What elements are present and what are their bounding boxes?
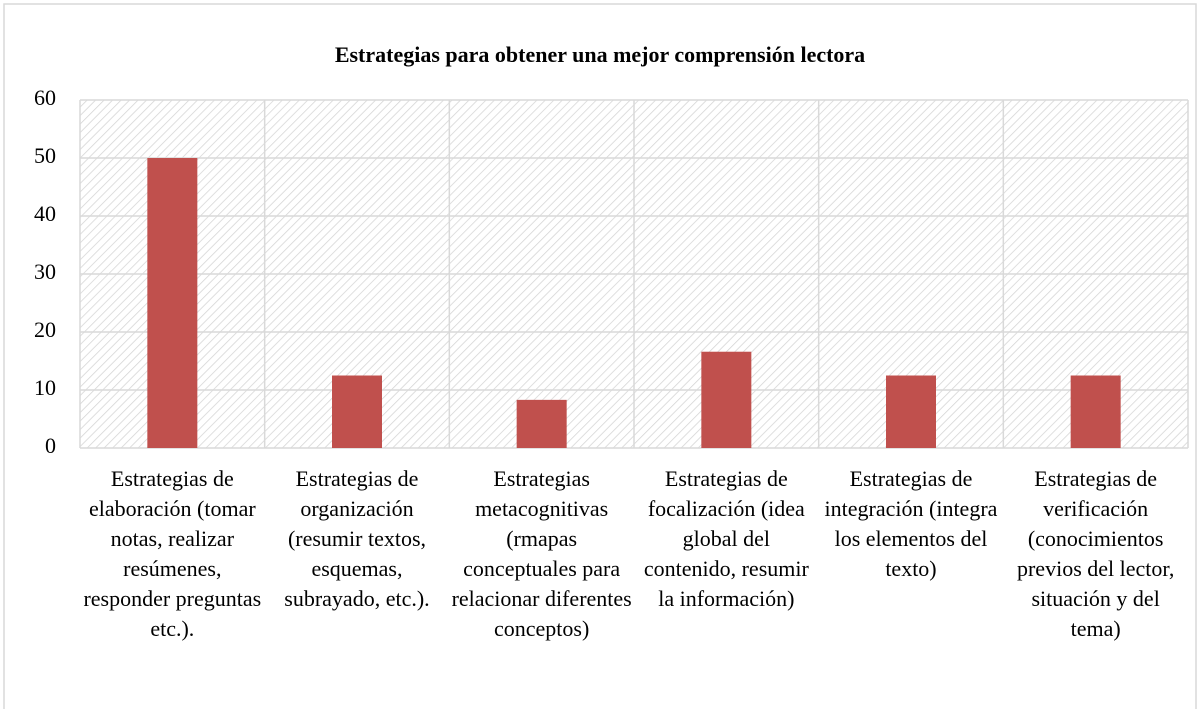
x-tick-label: Estrategias de verificación (conocimient… — [1016, 466, 1175, 641]
bar — [147, 158, 198, 448]
y-tick-label: 50 — [34, 143, 56, 168]
y-tick-label: 10 — [34, 375, 56, 400]
bar — [1070, 375, 1121, 448]
x-tick-label: Estrategias de elaboración (tomar notas,… — [83, 466, 262, 641]
y-tick-label: 60 — [34, 85, 56, 110]
bar — [701, 351, 752, 448]
x-tick-label: Estrategias metacognitivas (rmapas conce… — [451, 466, 632, 641]
x-tick-label: Estrategias de integración (integra los … — [824, 466, 998, 581]
chart-title: Estrategias para obtener una mejor compr… — [335, 42, 865, 67]
bar — [332, 375, 382, 448]
x-tick-label: Estrategias de organización (resumir tex… — [284, 466, 430, 611]
y-tick-label: 0 — [45, 433, 56, 458]
bar — [516, 399, 567, 448]
y-tick-label: 30 — [34, 259, 56, 284]
x-tick-label: Estrategias de focalización (idea global… — [643, 466, 809, 611]
bar — [886, 375, 936, 448]
y-tick-label: 40 — [34, 201, 56, 226]
y-tick-label: 20 — [34, 317, 56, 342]
chart-border — [3, 3, 1197, 709]
